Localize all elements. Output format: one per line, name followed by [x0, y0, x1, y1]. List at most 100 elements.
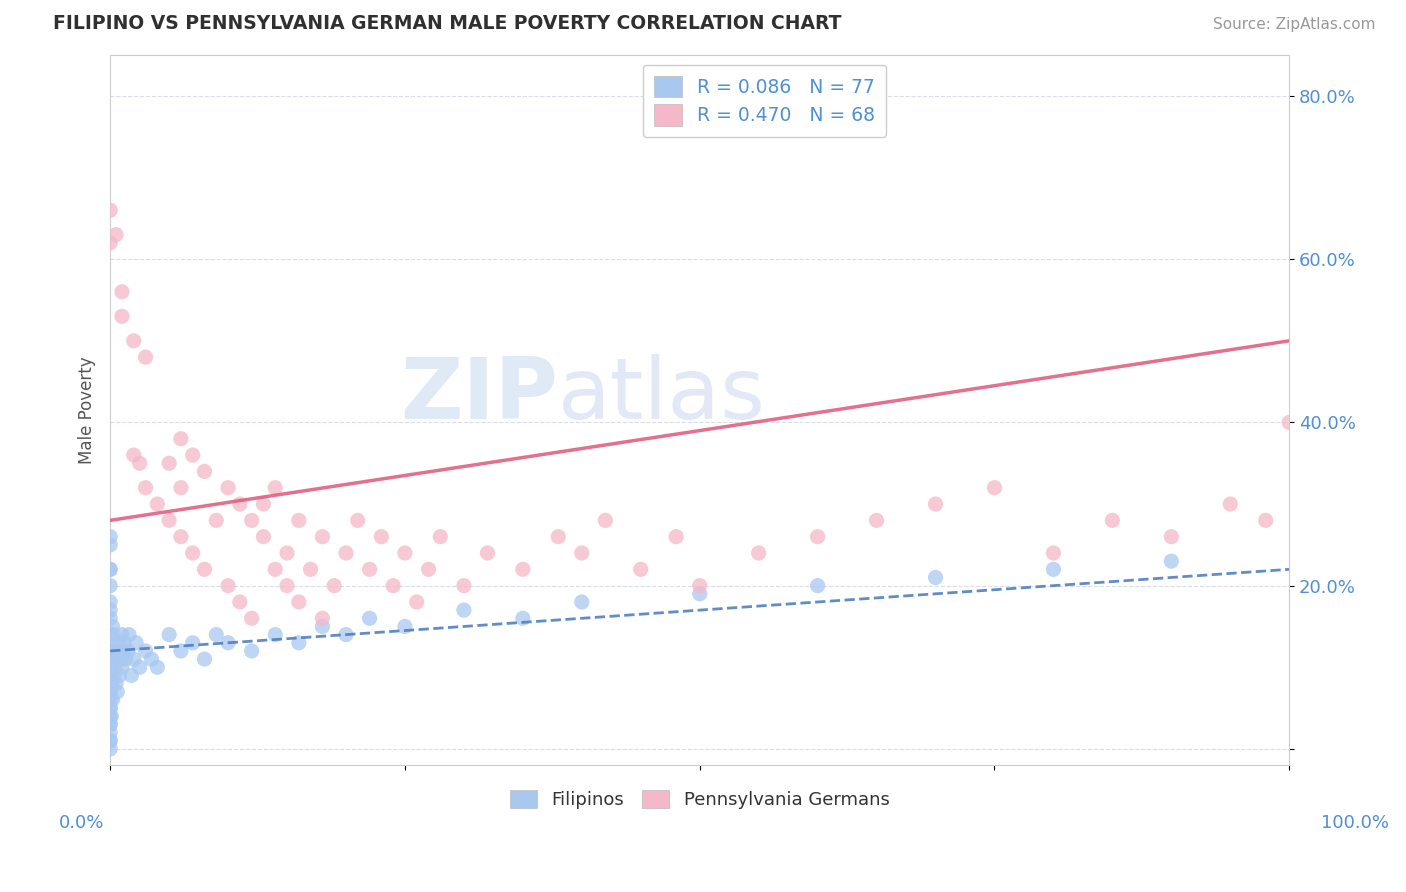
Point [98, 733, 121, 747]
Point [276, 579, 298, 593]
Point [111, 285, 134, 299]
Point [98, 595, 121, 609]
Point [170, 530, 193, 544]
Point [547, 530, 569, 544]
Point [689, 579, 711, 593]
Point [98, 725, 121, 739]
Point [418, 562, 440, 576]
Point [146, 660, 169, 674]
Point [346, 513, 368, 527]
Point [359, 562, 381, 576]
Point [101, 693, 124, 707]
Point [98, 709, 121, 723]
Point [748, 546, 770, 560]
Point [98, 701, 121, 715]
Point [512, 611, 534, 625]
Point [101, 619, 124, 633]
Point [112, 636, 135, 650]
Point [128, 456, 150, 470]
Point [105, 227, 128, 242]
Point [181, 448, 204, 462]
Point [453, 603, 475, 617]
Point [807, 530, 830, 544]
Point [100, 644, 122, 658]
Point [98, 203, 121, 218]
Point [98, 685, 121, 699]
Text: Source: ZipAtlas.com: Source: ZipAtlas.com [1212, 17, 1375, 31]
Point [98, 603, 121, 617]
Point [100, 676, 122, 690]
Point [122, 334, 145, 348]
Point [98, 668, 121, 682]
Point [983, 481, 1005, 495]
Point [229, 595, 252, 609]
Point [98, 579, 121, 593]
Point [1042, 562, 1064, 576]
Point [108, 668, 131, 682]
Point [229, 497, 252, 511]
Point [924, 497, 946, 511]
Point [122, 448, 145, 462]
Point [114, 652, 136, 666]
Point [98, 717, 121, 731]
Point [264, 562, 287, 576]
Point [405, 595, 427, 609]
Point [98, 644, 121, 658]
Point [120, 668, 142, 682]
Point [311, 530, 333, 544]
Point [394, 619, 416, 633]
Point [288, 513, 311, 527]
Point [665, 530, 688, 544]
Point [252, 497, 274, 511]
Point [111, 660, 134, 674]
Point [217, 579, 239, 593]
Point [98, 676, 121, 690]
Point [288, 636, 311, 650]
Point [1160, 554, 1182, 568]
Point [157, 627, 180, 641]
Point [135, 481, 157, 495]
Point [477, 546, 499, 560]
Point [128, 660, 150, 674]
Point [323, 579, 346, 593]
Point [181, 546, 204, 560]
Point [157, 513, 180, 527]
Point [170, 432, 193, 446]
Point [98, 685, 121, 699]
Point [264, 627, 287, 641]
Point [240, 513, 263, 527]
Point [98, 530, 121, 544]
Point [276, 546, 298, 560]
Point [111, 627, 134, 641]
Text: atlas: atlas [558, 354, 766, 437]
Point [98, 538, 121, 552]
Point [100, 709, 122, 723]
Point [1160, 530, 1182, 544]
Point [98, 717, 121, 731]
Point [1101, 513, 1123, 527]
Point [335, 546, 357, 560]
Text: FILIPINO VS PENNSYLVANIA GERMAN MALE POVERTY CORRELATION CHART: FILIPINO VS PENNSYLVANIA GERMAN MALE POV… [53, 13, 842, 32]
Point [1219, 497, 1241, 511]
Point [105, 676, 128, 690]
Point [252, 530, 274, 544]
Text: ZIP: ZIP [401, 354, 558, 437]
Point [103, 627, 125, 641]
Point [453, 579, 475, 593]
Point [205, 627, 228, 641]
Point [1278, 416, 1301, 430]
Point [193, 562, 215, 576]
Point [98, 742, 121, 756]
Point [108, 636, 131, 650]
Point [205, 513, 228, 527]
Point [217, 481, 239, 495]
Point [181, 636, 204, 650]
Point [122, 652, 145, 666]
Point [865, 513, 887, 527]
Point [288, 595, 311, 609]
Point [111, 310, 134, 324]
Point [105, 652, 128, 666]
Point [311, 619, 333, 633]
Point [141, 652, 163, 666]
Point [98, 562, 121, 576]
